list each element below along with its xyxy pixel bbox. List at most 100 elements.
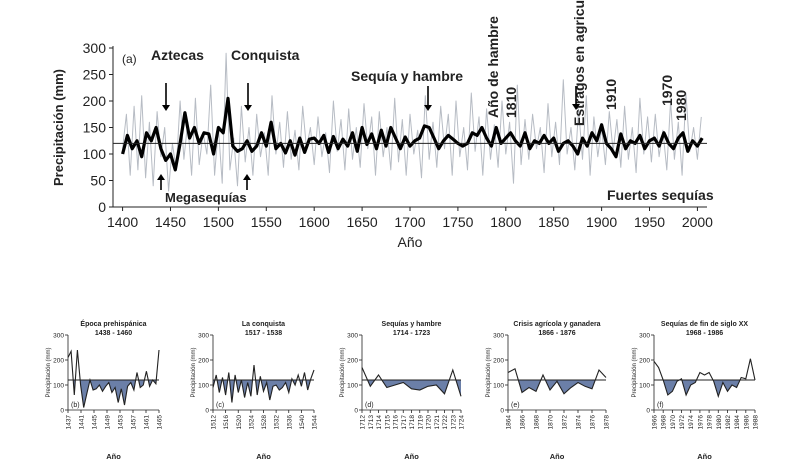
x-tick-label: 1986 (743, 415, 750, 430)
x-tick-label: 1712 (360, 415, 367, 430)
annotation-conquista: Conquista (231, 47, 300, 63)
x-tick-label: 1716 (393, 415, 400, 430)
annotation-aztecas: Aztecas (151, 47, 204, 63)
y-tick-label: 200 (347, 358, 358, 365)
panel-title: Sequías y hambre (382, 321, 442, 328)
y-tick-label: 200 (83, 93, 107, 109)
y-axis-label: Precipitación (mm) (46, 347, 52, 397)
x-tick-label: 1400 (107, 214, 138, 230)
y-tick-label: 100 (198, 383, 209, 390)
x-tick-label: 1445 (92, 415, 99, 430)
x-tick-label: 1532 (274, 415, 281, 430)
x-tick-label: 1966 (652, 415, 659, 430)
x-axis-label: Año (697, 452, 712, 461)
y-tick-label: 100 (493, 383, 504, 390)
x-tick-label: 1876 (590, 415, 597, 430)
arrow-megasequias-1-head (157, 174, 165, 180)
x-tick-label: 1457 (131, 415, 138, 430)
x-tick-label: 1720 (426, 415, 433, 430)
x-tick-label: 1874 (576, 415, 583, 430)
panel-label: (d) (365, 402, 374, 409)
x-tick-label: 1650 (347, 214, 378, 230)
panel-title: Crisis agrícola y ganadera (513, 321, 600, 328)
panel-subtitle: 1968 - 1986 (686, 330, 723, 337)
x-tick-label: 1750 (442, 214, 473, 230)
panel-title: Época prehispánica (80, 319, 146, 328)
deficit-area (213, 380, 314, 403)
x-tick-label: 1500 (203, 214, 234, 230)
series-line (507, 367, 607, 395)
series-line (212, 364, 315, 403)
x-axis-label: Año (256, 452, 271, 461)
annotation-1910: 1910 (603, 79, 619, 110)
x-tick-label: 1970 (670, 415, 677, 430)
x-tick-label: 1461 (144, 415, 151, 430)
x-tick-label: 1974 (688, 415, 695, 430)
y-tick-label: 200 (493, 358, 504, 365)
x-tick-label: 1976 (697, 415, 704, 430)
y-axis-label: Precipitación (mm) (340, 347, 346, 397)
x-tick-label: 1980 (716, 415, 723, 430)
deficit-area (362, 380, 461, 397)
x-tick-label: 1872 (562, 415, 569, 430)
y-tick-label: 100 (83, 146, 107, 162)
y-tick-label: 100 (53, 383, 64, 390)
y-tick-label: 0 (500, 408, 504, 415)
x-tick-label: 1540 (299, 415, 306, 430)
x-tick-label: 1450 (155, 214, 186, 230)
x-tick-label: 1528 (261, 415, 268, 430)
y-axis-label: Precipitación (mm) (191, 347, 197, 397)
x-tick-label: 1536 (286, 415, 293, 430)
y-tick-label: 50 (90, 173, 106, 189)
y-tick-label: 100 (347, 383, 358, 390)
panel-label: (b) (71, 402, 80, 409)
x-tick-label: 1600 (299, 214, 330, 230)
x-axis-label: Año (404, 452, 419, 461)
x-tick-label: 2000 (682, 214, 713, 230)
x-tick-label: 1441 (79, 415, 86, 430)
series-line (653, 358, 756, 399)
y-axis-label: Precipitación (mm) (486, 347, 492, 397)
annual-series-line (122, 52, 702, 192)
x-axis-label: Año (398, 234, 423, 250)
annotation-fuertes-sequias: Fuertes sequías (607, 187, 714, 203)
x-tick-label: 1800 (490, 214, 521, 230)
y-tick-label: 200 (198, 358, 209, 365)
annotation-1980: 1980 (673, 90, 689, 121)
x-tick-label: 1900 (586, 214, 617, 230)
x-tick-label: 1544 (312, 415, 319, 430)
y-axis-label: Precipitación (mm) (51, 69, 66, 186)
x-tick-label: 1724 (459, 415, 466, 430)
panel-subtitle: 1517 - 1538 (245, 330, 282, 337)
x-tick-label: 1520 (236, 415, 243, 430)
x-tick-label: 1950 (634, 214, 665, 230)
x-tick-label: 1723 (450, 415, 457, 430)
panel-label: (c) (216, 402, 224, 409)
x-tick-label: 1978 (707, 415, 714, 430)
y-tick-label: 300 (347, 333, 358, 340)
y-tick-label: 0 (354, 408, 358, 415)
x-tick-label: 1972 (679, 415, 686, 430)
y-axis-label: Precipitación (mm) (632, 347, 638, 397)
arrow-estragos-head (572, 104, 580, 110)
x-tick-label: 1984 (734, 415, 741, 430)
series-line (67, 349, 160, 408)
y-tick-label: 300 (198, 333, 209, 340)
y-tick-label: 300 (53, 333, 64, 340)
panel-title: Sequías de fin de siglo XX (661, 321, 748, 328)
x-tick-label: 1512 (211, 415, 218, 430)
panel-label: (e) (511, 402, 520, 409)
y-tick-label: 100 (639, 383, 650, 390)
panel-label: (a) (122, 52, 137, 66)
annotation-estragos: Estragos en agricultura (571, 0, 587, 126)
deficit-area (508, 380, 606, 394)
x-tick-label: 1453 (118, 415, 125, 430)
x-tick-label: 1866 (520, 415, 527, 430)
y-tick-label: 300 (493, 333, 504, 340)
x-tick-label: 1721 (434, 415, 441, 430)
annotation-1970: 1970 (659, 75, 675, 106)
x-tick-label: 1870 (548, 415, 555, 430)
